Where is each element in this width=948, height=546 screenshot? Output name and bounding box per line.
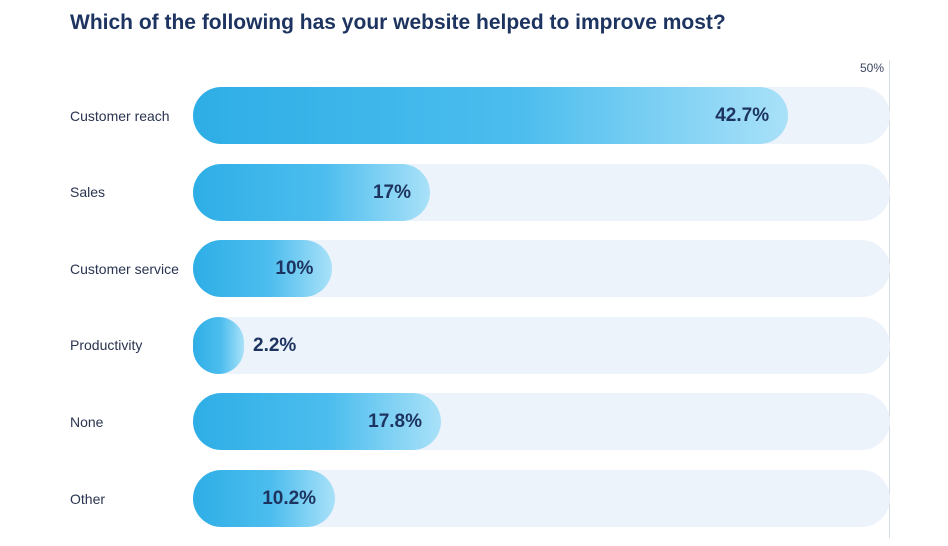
- value-label: 2.2%: [253, 334, 297, 356]
- bar-row: Customer reach 42.7%: [0, 87, 948, 144]
- value-label: 42.7%: [715, 105, 770, 126]
- category-label: Customer service: [70, 260, 179, 277]
- bar-track: [193, 316, 890, 374]
- value-label: 17%: [372, 181, 411, 203]
- value-label: 10.2%: [262, 488, 317, 509]
- bar-row: Sales 17%: [0, 163, 948, 221]
- axis-max-line: [889, 60, 890, 538]
- bar: [193, 163, 430, 221]
- category-label: Customer reach: [70, 107, 170, 124]
- bar: [193, 240, 333, 298]
- axis-max-label: 50%: [859, 61, 884, 75]
- value-label: 10%: [275, 258, 314, 280]
- bar-row: None 17.8%: [0, 393, 948, 451]
- bar: [193, 393, 442, 451]
- category-label: Other: [70, 490, 106, 507]
- bar: [193, 316, 244, 374]
- category-label: Sales: [70, 184, 106, 201]
- value-label: 17.8%: [368, 411, 422, 433]
- category-label: Productivity: [70, 337, 143, 354]
- bar-row: Other 10.2%: [0, 470, 948, 527]
- bar-row: Customer service 10%: [0, 240, 948, 298]
- chart-title: Which of the following has your website …: [70, 11, 726, 34]
- bar: [193, 470, 336, 527]
- bar-row: Productivity 2.2%: [0, 316, 948, 374]
- bar: [193, 87, 789, 144]
- category-label: None: [70, 413, 104, 430]
